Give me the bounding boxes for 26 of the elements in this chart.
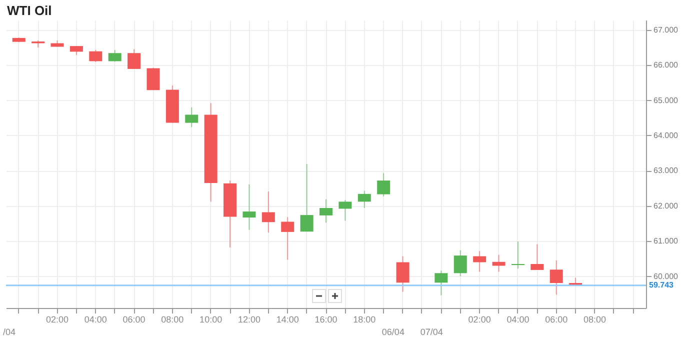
y-tick-label: 60.000 [654, 272, 679, 281]
x-tick-label: 14:00 [276, 314, 299, 324]
x-tick-label: 10:00 [200, 314, 222, 324]
text: 06/04 [382, 327, 404, 337]
chart-title: WTI Oil [7, 3, 52, 18]
x-tick-label: 02:00 [46, 314, 69, 324]
y-tick-label: 65.000 [654, 96, 679, 105]
x-tick-label: 16:00 [314, 314, 338, 324]
x-tick-label: 04:00 [84, 314, 107, 324]
y-tick-label: 62.000 [654, 201, 679, 210]
x-tick-label: 04:00 [506, 314, 530, 324]
x-tick-label: 06:00 [122, 314, 146, 324]
x-tick-label: 06:00 [545, 314, 568, 324]
text: /04 [3, 327, 16, 337]
x-tick-label: 08:00 [161, 314, 184, 324]
text: 07/04 [420, 327, 443, 337]
y-tick-label: 66.000 [654, 60, 679, 70]
x-tick-label: 08:00 [583, 314, 606, 324]
x-tick-label: 12:00 [238, 314, 260, 324]
ref-line-label: 59.743 [649, 280, 674, 290]
y-tick-label: 63.000 [654, 166, 679, 176]
y-tick-label: 61.000 [654, 236, 679, 246]
x-tick-label: 18:00 [353, 314, 376, 324]
x-tick-label: 02:00 [468, 314, 491, 324]
y-tick-label: 64.000 [654, 130, 679, 140]
y-tick-label: 67.000 [654, 25, 679, 34]
